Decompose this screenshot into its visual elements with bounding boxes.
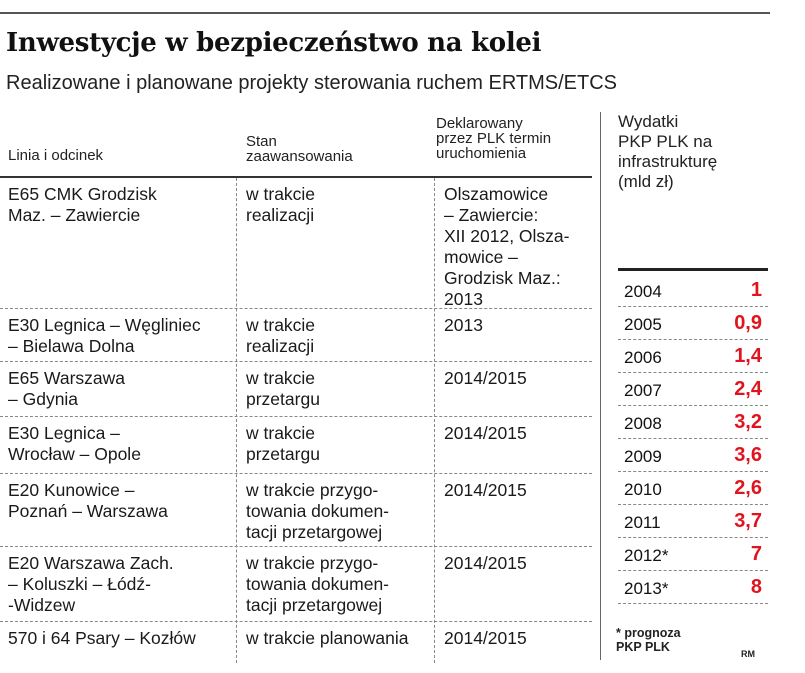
header-line-section: Linia i odcinek (8, 147, 104, 164)
cell-line: E30 Legnica – Wrocław – Opole (8, 423, 141, 464)
spending-value: 3,2 (734, 411, 762, 433)
spending-value: 3,6 (734, 444, 762, 466)
spending-year: 2009 (624, 447, 662, 466)
spending-row: 2007 2,4 (618, 373, 768, 406)
cell-status: w trakcie planowania (246, 628, 409, 648)
spending-row: 2004 1 (618, 274, 768, 307)
table-row: E30 Legnica – Wrocław – Opole w trakcie … (0, 417, 592, 474)
table-row: E20 Kunowice – Poznań – Warszawa w trakc… (0, 474, 592, 547)
cell-line: E20 Warszawa Zach. – Koluszki – Łódź- -W… (8, 553, 174, 615)
footnote: * prognoza PKP PLK (616, 626, 681, 654)
table-row: E65 Warszawa – Gdynia w trakcie przetarg… (0, 362, 592, 417)
spending-row: 2012* 7 (618, 538, 768, 571)
cell-date: Olszamowice – Zawiercie: XII 2012, Olsza… (444, 184, 570, 309)
spending-value: 1,4 (734, 345, 762, 367)
cell-status: w trakcie przygo- towania dokumen- tacji… (246, 553, 389, 615)
page-title: Inwestycje w bezpieczeństwo na kolei (6, 28, 542, 58)
column-separator (236, 178, 237, 663)
cell-date: 2014/2015 (444, 423, 527, 443)
cell-date: 2014/2015 (444, 368, 527, 388)
spending-value: 8 (750, 576, 762, 598)
top-rule (0, 12, 770, 14)
table-row: E65 CMK Grodzisk Maz. – Zawiercie w trak… (0, 178, 592, 309)
spending-row: 2011 3,7 (618, 505, 768, 538)
spending-year: 2004 (624, 282, 662, 301)
spending-row: 2009 3,6 (618, 439, 768, 472)
spending-year: 2010 (624, 480, 662, 499)
cell-line: E20 Kunowice – Poznań – Warszawa (8, 480, 168, 521)
spending-value: 0,9 (734, 312, 762, 334)
spending-header: Wydatki PKP PLK na infrastrukturę (mld z… (618, 112, 718, 191)
spending-row: 2005 0,9 (618, 307, 768, 340)
spending-row: 2010 2,6 (618, 472, 768, 505)
spending-year: 2005 (624, 315, 662, 334)
spending-row: 2008 3,2 (618, 406, 768, 439)
spending-value: 2,6 (734, 477, 762, 499)
spending-row: 2013* 8 (618, 571, 768, 604)
author-credit: RM (741, 649, 755, 659)
spending-year: 2008 (624, 414, 662, 433)
page-subtitle: Realizowane i planowane projekty sterowa… (6, 72, 618, 94)
cell-date: 2014/2015 (444, 553, 527, 573)
cell-line: E65 Warszawa – Gdynia (8, 368, 126, 409)
cell-status: w trakcie przetargu (246, 423, 320, 464)
cell-line: 570 i 64 Psary – Kozłów (8, 628, 196, 648)
cell-date: 2013 (444, 315, 483, 335)
spending-year: 2013* (624, 579, 669, 598)
cell-status: w trakcie przygo- towania dokumen- tacji… (246, 480, 389, 542)
spending-value: 1 (750, 279, 762, 301)
cell-status: w trakcie przetargu (246, 368, 320, 409)
cell-status: w trakcie realizacji (246, 184, 316, 225)
header-launch-date: Deklarowany przez PLK termin uruchomieni… (436, 115, 552, 162)
table-header: Linia i odcinek Stan zaawansowania Dekla… (0, 112, 592, 178)
cell-date: 2014/2015 (444, 480, 527, 500)
spending-row: 2006 1,4 (618, 340, 768, 373)
spending-value: 3,7 (734, 510, 762, 532)
header-status: Stan zaawansowania (246, 133, 353, 165)
column-separator (434, 178, 435, 663)
cell-line: E30 Legnica – Węgliniec – Bielawa Dolna (8, 315, 201, 356)
cell-status: w trakcie realizacji (246, 315, 316, 356)
table-row: 570 i 64 Psary – Kozłów w trakcie planow… (0, 622, 592, 658)
projects-table: Linia i odcinek Stan zaawansowania Dekla… (0, 112, 592, 658)
cell-line: E65 CMK Grodzisk Maz. – Zawiercie (8, 184, 157, 225)
cell-date: 2014/2015 (444, 628, 527, 648)
spending-year: 2006 (624, 348, 662, 367)
table-row: E20 Warszawa Zach. – Koluszki – Łódź- -W… (0, 547, 592, 622)
spending-value: 2,4 (734, 378, 762, 400)
spending-year: 2012* (624, 546, 669, 565)
spending-year: 2011 (624, 513, 661, 532)
panel-divider (600, 112, 601, 660)
table-row: E30 Legnica – Węgliniec – Bielawa Dolna … (0, 309, 592, 362)
spending-top-rule (618, 268, 768, 271)
spending-value: 7 (750, 543, 762, 565)
spending-year: 2007 (624, 381, 662, 400)
